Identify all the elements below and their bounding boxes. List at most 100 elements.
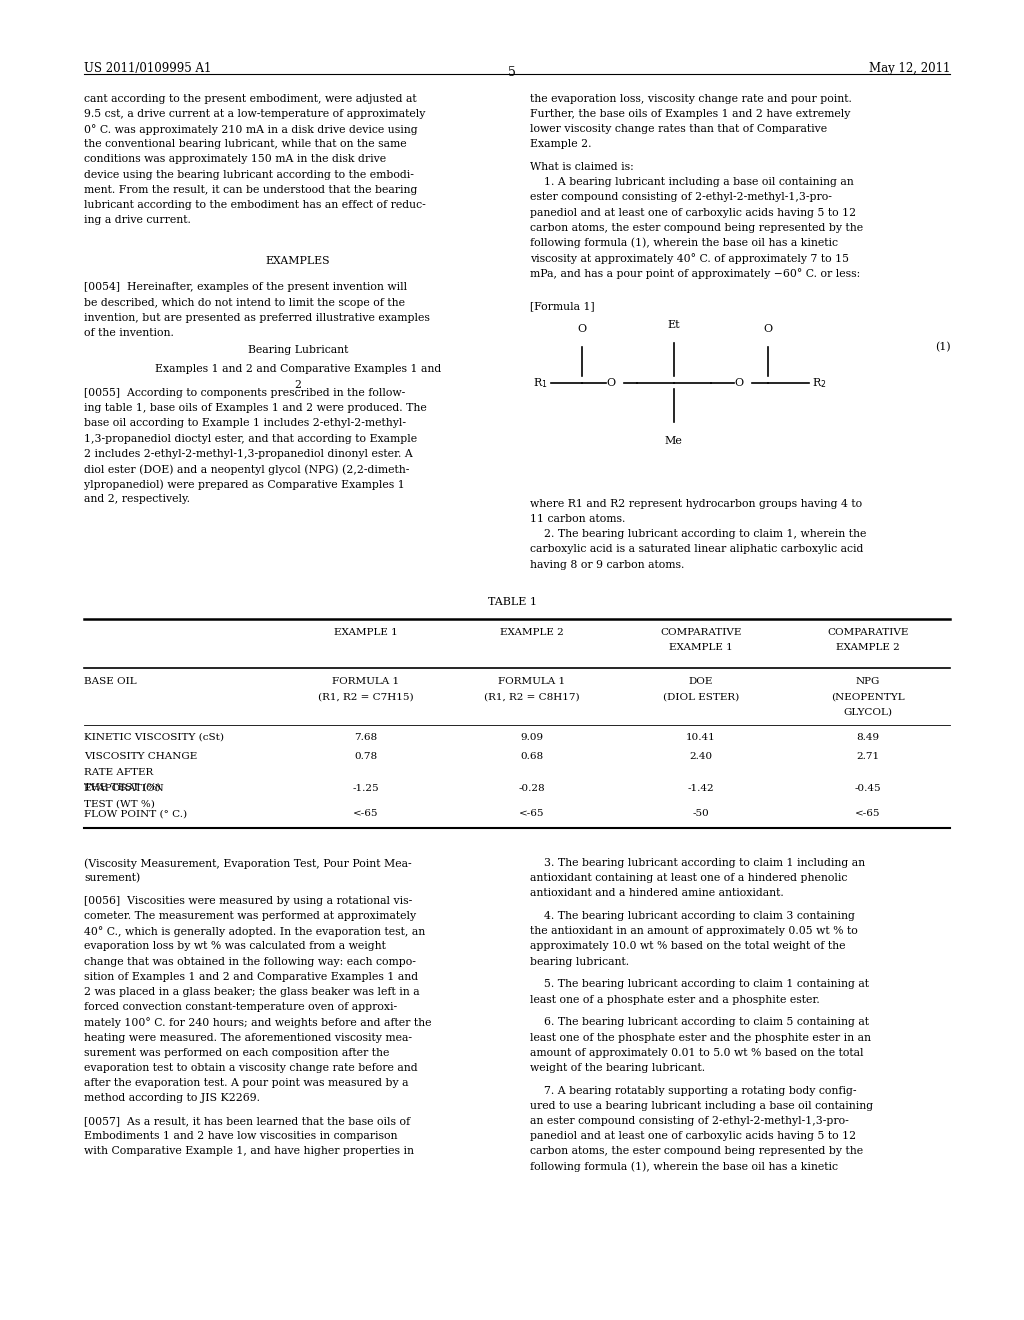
Text: ing a drive current.: ing a drive current. — [84, 215, 190, 226]
Text: the antioxidant in an amount of approximately 0.05 wt % to: the antioxidant in an amount of approxim… — [530, 927, 858, 936]
Text: change that was obtained in the following way: each compo-: change that was obtained in the followin… — [84, 957, 416, 966]
Text: Embodiments 1 and 2 have low viscosities in comparison: Embodiments 1 and 2 have low viscosities… — [84, 1131, 397, 1142]
Text: mPa, and has a pour point of approximately −60° C. or less:: mPa, and has a pour point of approximate… — [530, 268, 861, 279]
Text: after the evaporation test. A pour point was measured by a: after the evaporation test. A pour point… — [84, 1078, 409, 1088]
Text: evaporation loss by wt % was calculated from a weight: evaporation loss by wt % was calculated … — [84, 941, 386, 952]
Text: (NEOPENTYL: (NEOPENTYL — [831, 692, 904, 701]
Text: with Comparative Example 1, and have higher properties in: with Comparative Example 1, and have hig… — [84, 1147, 414, 1156]
Text: EXAMPLES: EXAMPLES — [266, 256, 330, 267]
Text: BASE OIL: BASE OIL — [84, 677, 136, 686]
Text: ylpropanediol) were prepared as Comparative Examples 1: ylpropanediol) were prepared as Comparat… — [84, 479, 404, 490]
Text: 11 carbon atoms.: 11 carbon atoms. — [530, 513, 626, 524]
Text: be described, which do not intend to limit the scope of the: be described, which do not intend to lim… — [84, 297, 404, 308]
Text: carbon atoms, the ester compound being represented by the: carbon atoms, the ester compound being r… — [530, 1147, 863, 1156]
Text: -0.45: -0.45 — [854, 784, 882, 793]
Text: GLYCOL): GLYCOL) — [844, 708, 892, 717]
Text: EXAMPLE 1: EXAMPLE 1 — [334, 628, 397, 638]
Text: EXAMPLE 2: EXAMPLE 2 — [500, 628, 564, 638]
Text: panediol and at least one of carboxylic acids having 5 to 12: panediol and at least one of carboxylic … — [530, 207, 856, 218]
Text: O: O — [735, 378, 743, 388]
Text: cant according to the present embodiment, were adjusted at: cant according to the present embodiment… — [84, 94, 417, 104]
Text: weight of the bearing lubricant.: weight of the bearing lubricant. — [530, 1063, 706, 1073]
Text: antioxidant containing at least one of a hindered phenolic: antioxidant containing at least one of a… — [530, 874, 848, 883]
Text: surement was performed on each composition after the: surement was performed on each compositi… — [84, 1048, 389, 1057]
Text: following formula (1), wherein the base oil has a kinetic: following formula (1), wherein the base … — [530, 1162, 839, 1172]
Text: 9.5 cst, a drive current at a low-temperature of approximately: 9.5 cst, a drive current at a low-temper… — [84, 108, 425, 119]
Text: method according to JIS K2269.: method according to JIS K2269. — [84, 1093, 260, 1104]
Text: of the invention.: of the invention. — [84, 327, 174, 338]
Text: 2 was placed in a glass beaker; the glass beaker was left in a: 2 was placed in a glass beaker; the glas… — [84, 987, 420, 997]
Text: KINETIC VISCOSITY (cSt): KINETIC VISCOSITY (cSt) — [84, 733, 224, 742]
Text: following formula (1), wherein the base oil has a kinetic: following formula (1), wherein the base … — [530, 238, 839, 248]
Text: antioxidant and a hindered amine antioxidant.: antioxidant and a hindered amine antioxi… — [530, 888, 784, 899]
Text: lower viscosity change rates than that of Comparative: lower viscosity change rates than that o… — [530, 124, 827, 135]
Text: (R1, R2 = C8H17): (R1, R2 = C8H17) — [484, 692, 580, 701]
Text: 1,3-propanediol dioctyl ester, and that according to Example: 1,3-propanediol dioctyl ester, and that … — [84, 433, 417, 444]
Text: NPG: NPG — [856, 677, 880, 686]
Text: 40° C., which is generally adopted. In the evaporation test, an: 40° C., which is generally adopted. In t… — [84, 927, 425, 937]
Text: (DIOL ESTER): (DIOL ESTER) — [663, 692, 739, 701]
Text: carboxylic acid is a saturated linear aliphatic carboxylic acid: carboxylic acid is a saturated linear al… — [530, 544, 864, 554]
Text: ured to use a bearing lubricant including a base oil containing: ured to use a bearing lubricant includin… — [530, 1101, 873, 1111]
Text: Bearing Lubricant: Bearing Lubricant — [248, 345, 348, 355]
Text: -1.42: -1.42 — [687, 784, 715, 793]
Text: Example 2.: Example 2. — [530, 139, 592, 149]
Text: TEST (WT %): TEST (WT %) — [84, 799, 155, 808]
Text: May 12, 2011: May 12, 2011 — [869, 62, 950, 75]
Text: sition of Examples 1 and 2 and Comparative Examples 1 and: sition of Examples 1 and 2 and Comparati… — [84, 972, 418, 982]
Text: [0056]  Viscosities were measured by using a rotational vis-: [0056] Viscosities were measured by usin… — [84, 896, 413, 906]
Text: 8.49: 8.49 — [856, 733, 880, 742]
Text: (1): (1) — [935, 342, 950, 352]
Text: FORMULA 1: FORMULA 1 — [499, 677, 565, 686]
Text: 2: 2 — [295, 380, 301, 389]
Text: <-65: <-65 — [855, 809, 881, 818]
Text: viscosity at approximately 40° C. of approximately 7 to 15: viscosity at approximately 40° C. of app… — [530, 253, 850, 264]
Text: mately 100° C. for 240 hours; and weights before and after the: mately 100° C. for 240 hours; and weight… — [84, 1018, 431, 1028]
Text: 6. The bearing lubricant according to claim 5 containing at: 6. The bearing lubricant according to cl… — [530, 1018, 869, 1027]
Text: 0° C. was approximately 210 mA in a disk drive device using: 0° C. was approximately 210 mA in a disk… — [84, 124, 418, 135]
Text: 2.40: 2.40 — [689, 752, 713, 762]
Text: evaporation test to obtain a viscosity change rate before and: evaporation test to obtain a viscosity c… — [84, 1063, 418, 1073]
Text: O: O — [578, 323, 586, 334]
Text: heating were measured. The aforementioned viscosity mea-: heating were measured. The aforementione… — [84, 1032, 412, 1043]
Text: device using the bearing lubricant according to the embodi-: device using the bearing lubricant accor… — [84, 169, 414, 180]
Text: What is claimed is:: What is claimed is: — [530, 162, 634, 172]
Text: panediol and at least one of carboxylic acids having 5 to 12: panediol and at least one of carboxylic … — [530, 1131, 856, 1142]
Text: ment. From the result, it can be understood that the bearing: ment. From the result, it can be underst… — [84, 185, 418, 195]
Text: [0057]  As a result, it has been learned that the base oils of: [0057] As a result, it has been learned … — [84, 1117, 410, 1126]
Text: invention, but are presented as preferred illustrative examples: invention, but are presented as preferre… — [84, 313, 430, 323]
Text: US 2011/0109995 A1: US 2011/0109995 A1 — [84, 62, 211, 75]
Text: [0054]  Hereinafter, examples of the present invention will: [0054] Hereinafter, examples of the pres… — [84, 282, 408, 293]
Text: Examples 1 and 2 and Comparative Examples 1 and: Examples 1 and 2 and Comparative Example… — [155, 364, 441, 375]
Text: -0.28: -0.28 — [518, 784, 546, 793]
Text: COMPARATIVE: COMPARATIVE — [827, 628, 908, 638]
Text: (R1, R2 = C7H15): (R1, R2 = C7H15) — [317, 692, 414, 701]
Text: where R1 and R2 represent hydrocarbon groups having 4 to: where R1 and R2 represent hydrocarbon gr… — [530, 499, 862, 510]
Text: 0.78: 0.78 — [354, 752, 377, 762]
Text: the evaporation loss, viscosity change rate and pour point.: the evaporation loss, viscosity change r… — [530, 94, 852, 104]
Text: Further, the base oils of Examples 1 and 2 have extremely: Further, the base oils of Examples 1 and… — [530, 108, 851, 119]
Text: conditions was approximately 150 mA in the disk drive: conditions was approximately 150 mA in t… — [84, 154, 386, 165]
Text: 10.41: 10.41 — [686, 733, 716, 742]
Text: approximately 10.0 wt % based on the total weight of the: approximately 10.0 wt % based on the tot… — [530, 941, 846, 952]
Text: COMPARATIVE: COMPARATIVE — [660, 628, 741, 638]
Text: 5: 5 — [508, 66, 516, 79]
Text: 0.68: 0.68 — [520, 752, 544, 762]
Text: the conventional bearing lubricant, while that on the same: the conventional bearing lubricant, whil… — [84, 139, 407, 149]
Text: 2.71: 2.71 — [856, 752, 880, 762]
Text: FLOW POINT (° C.): FLOW POINT (° C.) — [84, 809, 187, 818]
Text: 4. The bearing lubricant according to claim 3 containing: 4. The bearing lubricant according to cl… — [530, 911, 855, 921]
Text: 7.68: 7.68 — [354, 733, 377, 742]
Text: O: O — [607, 378, 615, 388]
Text: -1.25: -1.25 — [352, 784, 379, 793]
Text: 2 includes 2-ethyl-2-methyl-1,3-propanediol dinonyl ester. A: 2 includes 2-ethyl-2-methyl-1,3-propaned… — [84, 449, 413, 459]
Text: an ester compound consisting of 2-ethyl-2-methyl-1,3-pro-: an ester compound consisting of 2-ethyl-… — [530, 1117, 849, 1126]
Text: O: O — [764, 323, 772, 334]
Text: least one of a phosphate ester and a phosphite ester.: least one of a phosphate ester and a pho… — [530, 995, 820, 1005]
Text: <-65: <-65 — [353, 809, 378, 818]
Text: ing table 1, base oils of Examples 1 and 2 were produced. The: ing table 1, base oils of Examples 1 and… — [84, 404, 427, 413]
Text: lubricant according to the embodiment has an effect of reduc-: lubricant according to the embodiment ha… — [84, 199, 426, 210]
Text: EXAMPLE 1: EXAMPLE 1 — [669, 643, 733, 652]
Text: (Viscosity Measurement, Evaporation Test, Pour Point Mea-: (Viscosity Measurement, Evaporation Test… — [84, 858, 412, 869]
Text: base oil according to Example 1 includes 2-ethyl-2-methyl-: base oil according to Example 1 includes… — [84, 418, 406, 429]
